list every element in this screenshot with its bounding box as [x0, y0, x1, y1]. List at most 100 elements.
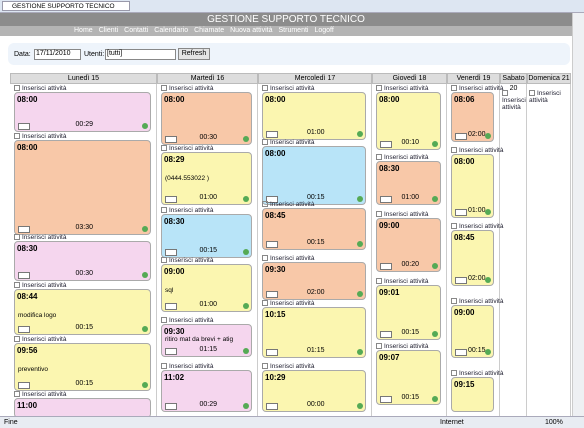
event-card[interactable]: 09:15 [451, 377, 494, 412]
insert-link[interactable]: Inserisci attività [262, 300, 314, 307]
nav-link[interactable]: Home [74, 27, 93, 34]
event-card[interactable]: 08:30 00:30 [14, 241, 151, 281]
event-box [455, 277, 467, 284]
nav-link[interactable]: Chiamate [194, 27, 225, 34]
insert-link[interactable]: Inserisci attività [376, 85, 428, 92]
insert-link[interactable]: Inserisci attività [161, 363, 213, 370]
event-duration: 00:15 [199, 247, 218, 254]
nav-link[interactable]: Contatti [124, 27, 149, 34]
event-card[interactable]: 08:00 00:30 [161, 92, 252, 145]
status-icon [243, 303, 249, 309]
event-card[interactable]: 08:45 02:00 [451, 230, 494, 286]
insert-link[interactable]: Inserisci attività [14, 85, 66, 92]
nav-link[interactable]: Nuova attività [230, 27, 273, 34]
nav-link[interactable]: Strumenti [278, 27, 309, 34]
insert-link[interactable]: Inserisci attività [529, 90, 570, 104]
status-icon [357, 196, 363, 202]
event-card[interactable]: 11:00 [14, 398, 151, 418]
event-card[interactable]: 08:00 03:30 [14, 140, 151, 235]
insert-link[interactable]: Inserisci attività [262, 85, 314, 92]
event-card[interactable]: 08:45 00:15 [262, 208, 366, 250]
event-card[interactable]: 08:29 (0444.553022 ) 01:00 [161, 152, 252, 205]
status-icon [357, 291, 363, 297]
event-time: 08:30 [17, 244, 38, 253]
event-card[interactable]: 09:07 00:15 [376, 350, 441, 405]
insert-link[interactable]: Inserisci attività [161, 317, 213, 324]
insert-link[interactable]: Inserisci attività [262, 255, 314, 262]
event-card[interactable]: 09:30 02:00 [262, 262, 366, 300]
event-card[interactable]: 08:00 00:15 [262, 146, 366, 205]
nav-link[interactable]: Clienti [98, 27, 119, 34]
event-time: 10:29 [265, 373, 286, 382]
event-card[interactable]: 08:00 00:10 [376, 92, 441, 150]
event-card[interactable]: 08:44 modifica logo 00:15 [14, 289, 151, 335]
event-time: 08:29 [164, 155, 185, 164]
event-duration: 01:00 [199, 194, 218, 201]
insert-link[interactable]: Inserisci attività [14, 282, 66, 289]
event-card[interactable]: 08:06 02:00 [451, 92, 494, 142]
nav-link[interactable]: Logoff [314, 27, 334, 34]
event-card[interactable]: 10:15 01:15 [262, 307, 366, 358]
insert-link[interactable]: Inserisci attività [262, 201, 314, 208]
users-select[interactable]: [tutti] [105, 49, 176, 60]
zoom[interactable]: 100% [545, 419, 563, 426]
insert-link[interactable]: Inserisci attività [161, 207, 213, 214]
status-icon [432, 141, 438, 147]
status-icon [243, 136, 249, 142]
event-card[interactable]: 08:00 01:00 [451, 154, 494, 218]
insert-link[interactable]: Inserisci attività [376, 154, 428, 161]
status-icon [485, 209, 491, 215]
insert-link[interactable]: Inserisci attività [376, 343, 428, 350]
insert-link[interactable]: Inserisci attività [262, 363, 314, 370]
event-card[interactable]: 09:01 00:15 [376, 285, 441, 340]
event-card[interactable]: 09:56 preventivo 00:15 [14, 343, 151, 391]
insert-link[interactable]: Inserisci attività [451, 223, 503, 230]
event-text: preventivo [18, 366, 48, 373]
event-duration: 00:10 [401, 139, 420, 146]
event-card[interactable]: 11:02 00:29 [161, 370, 252, 412]
insert-link[interactable]: Inserisci attività [451, 298, 503, 305]
insert-link[interactable]: Inserisci attività [14, 133, 66, 140]
event-time: 09:00 [379, 221, 400, 230]
insert-link[interactable]: Inserisci attività [14, 391, 66, 398]
insert-link[interactable]: Inserisci attività [14, 234, 66, 241]
event-box [18, 326, 30, 333]
event-time: 11:00 [17, 401, 38, 410]
insert-link[interactable]: Inserisci attività [161, 145, 213, 152]
insert-link[interactable]: Inserisci attività [376, 278, 428, 285]
insert-link[interactable]: Inserisci attività [451, 147, 503, 154]
event-duration: 00:30 [199, 134, 218, 141]
event-card[interactable]: 09:00 00:15 [451, 305, 494, 358]
insert-link[interactable]: Inserisci attività [451, 85, 503, 92]
event-card[interactable]: 10:29 00:00 [262, 370, 366, 412]
event-duration: 01:00 [401, 194, 420, 201]
scrollbar[interactable] [572, 13, 584, 416]
event-card[interactable]: 08:00 01:00 [262, 92, 366, 140]
event-card[interactable]: 09:00 sql 01:00 [161, 264, 252, 312]
event-card[interactable]: 08:00 00:29 [14, 92, 151, 132]
insert-link[interactable]: Inserisci attività [14, 336, 66, 343]
status-icon [432, 263, 438, 269]
date-input[interactable]: 17/11/2010 [34, 49, 81, 60]
insert-link[interactable]: Inserisci attività [262, 139, 314, 146]
refresh-button[interactable]: Refresh [178, 48, 210, 60]
nav-link[interactable]: Calendario [154, 27, 189, 34]
event-duration: 00:20 [401, 261, 420, 268]
event-card[interactable]: 09:30 ritiro mat da brevi + atig 01:15 [161, 324, 252, 357]
event-card[interactable]: 09:00 00:20 [376, 218, 441, 272]
insert-link[interactable]: Inserisci attività [376, 211, 428, 218]
insert-link[interactable]: Inserisci attività [502, 90, 526, 111]
event-card[interactable]: 08:30 01:00 [376, 161, 441, 205]
status-icon [142, 226, 148, 232]
tab[interactable]: GESTIONE SUPPORTO TECNICO [2, 1, 130, 11]
event-box [455, 209, 467, 216]
event-card[interactable]: 08:30 00:15 [161, 214, 252, 258]
event-duration: 02:00 [307, 289, 325, 296]
event-time: 09:30 [164, 327, 185, 336]
insert-link[interactable]: Inserisci attività [161, 257, 213, 264]
event-time: 09:01 [379, 288, 400, 297]
insert-link[interactable]: Inserisci attività [161, 85, 213, 92]
insert-link[interactable]: Inserisci attività [451, 370, 503, 377]
event-box [380, 141, 392, 148]
status-icon [142, 326, 148, 332]
